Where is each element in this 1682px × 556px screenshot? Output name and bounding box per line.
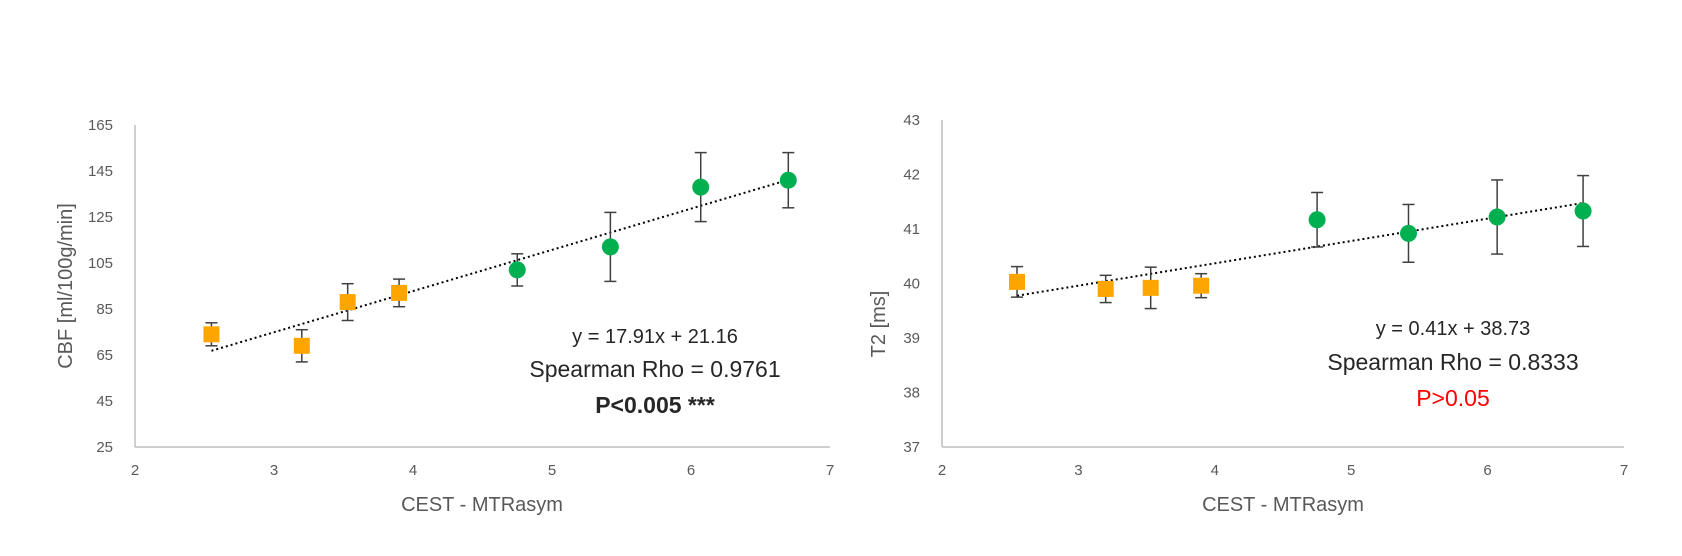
t2-chart: 2 3 4 5 6 7 37 38 39 40 41 42 43 CEST - MTRasym T2 … — [868, 112, 1628, 516]
t2-x-axis-title: CEST - MTRasym — [1202, 494, 1364, 516]
cbf-y-tick-label: 125 — [88, 209, 113, 226]
cbf-x-axis-title: CEST - MTRasym — [401, 494, 563, 516]
t2-square-point — [1193, 277, 1210, 294]
cbf-x-tick-label: 6 — [687, 462, 695, 479]
cbf-y-tick-label: 105 — [88, 255, 113, 272]
t2-circle-point — [1308, 211, 1326, 229]
t2-spearman-rho: Spearman Rho = 0.8333 — [1327, 349, 1578, 375]
cbf-x-tick-label: 5 — [548, 462, 556, 479]
t2-x-tick-label: 7 — [1620, 462, 1628, 479]
t2-y-tick-label: 38 — [903, 385, 920, 402]
t2-y-tick-label: 37 — [903, 439, 920, 456]
cbf-y-tick-label: 165 — [88, 117, 113, 134]
cbf-y-tick-label: 25 — [96, 439, 113, 456]
t2-y-tick-label: 39 — [903, 330, 920, 347]
cbf-x-tick-label: 7 — [826, 462, 834, 479]
t2-regression-equation: y = 0.41x + 38.73 — [1376, 318, 1531, 340]
cbf-spearman-rho: Spearman Rho = 0.9761 — [529, 356, 780, 382]
cbf-square-point — [293, 337, 310, 354]
t2-y-tick-label: 43 — [903, 112, 920, 129]
cbf-y-tick-labels: 25 45 65 85 105 125 145 165 — [88, 117, 113, 456]
t2-x-tick-label: 6 — [1483, 462, 1491, 479]
t2-circle-point — [1488, 208, 1506, 226]
t2-x-tick-labels: 2 3 4 5 6 7 — [938, 462, 1628, 479]
cbf-y-axis-title: CBF [ml/100g/min] — [55, 203, 77, 369]
t2-circle-point — [1574, 202, 1592, 220]
cbf-regression-equation: y = 17.91x + 21.16 — [572, 326, 738, 348]
cbf-circle-point — [779, 171, 797, 189]
t2-y-tick-label: 42 — [903, 167, 920, 184]
cbf-circle-point — [508, 261, 526, 279]
t2-y-axis-title: T2 [ms] — [868, 291, 890, 358]
cbf-y-tick-label: 65 — [96, 347, 113, 364]
t2-x-tick-label: 4 — [1211, 462, 1219, 479]
t2-square-point — [1142, 279, 1159, 296]
cbf-p-value: P<0.005 *** — [595, 392, 715, 418]
cbf-x-tick-label: 2 — [131, 462, 139, 479]
t2-trendline — [1016, 202, 1584, 297]
t2-y-tick-label: 40 — [903, 276, 920, 293]
t2-x-tick-label: 2 — [938, 462, 946, 479]
cbf-circle-point — [692, 178, 710, 196]
cbf-circle-point — [601, 238, 619, 256]
cbf-trendline — [211, 178, 789, 352]
cbf-x-tick-labels: 2 3 4 5 6 7 — [131, 462, 834, 479]
t2-y-tick-labels: 37 38 39 40 41 42 43 — [903, 112, 920, 456]
t2-square-point — [1097, 280, 1114, 297]
t2-x-tick-label: 5 — [1347, 462, 1355, 479]
cbf-y-tick-label: 145 — [88, 163, 113, 180]
t2-x-tick-label: 3 — [1074, 462, 1082, 479]
cbf-x-tick-label: 3 — [270, 462, 278, 479]
cbf-data-points — [203, 171, 797, 354]
cbf-trendline-group — [211, 178, 789, 352]
t2-p-value: P>0.05 — [1416, 385, 1490, 411]
cbf-y-tick-label: 45 — [96, 393, 113, 410]
cbf-y-tick-label: 85 — [96, 301, 113, 318]
cbf-square-point — [203, 326, 220, 343]
t2-data-points — [1009, 202, 1592, 297]
t2-square-point — [1009, 273, 1026, 290]
t2-y-tick-label: 41 — [903, 221, 920, 238]
t2-trendline-group — [1016, 202, 1584, 297]
cbf-x-tick-label: 4 — [409, 462, 417, 479]
t2-circle-point — [1399, 224, 1417, 242]
cbf-square-point — [391, 284, 408, 301]
cbf-square-point — [339, 294, 356, 311]
